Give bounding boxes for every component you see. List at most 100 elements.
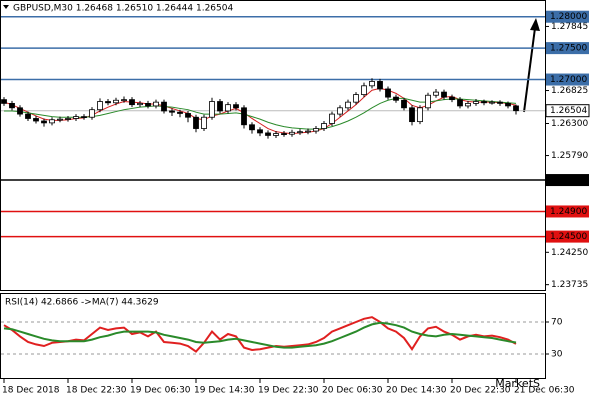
x-tick-label: 21 Dec 06:30 [514,386,575,396]
candle-body [377,81,383,90]
candle-body [289,131,295,135]
candle-body [25,113,31,119]
y-tick-label: 1.27845 [551,22,588,32]
candle-body [73,116,79,119]
candle-body [401,99,407,109]
level-label: 1.24900 [550,207,587,217]
candle-body [409,107,415,123]
candle-body [137,103,143,106]
candle-body [81,116,87,118]
candle-body [337,107,343,115]
last-price-box [545,104,590,118]
candle-body [57,118,63,121]
candle-body [225,104,231,112]
candle-body [17,107,23,115]
candle-body [153,101,159,107]
menu-icon [3,5,9,9]
y-tick-label: 1.26300 [551,119,588,129]
arrow [523,27,536,113]
candle-body [441,91,447,98]
candle-body [129,99,135,106]
candle-body [89,109,95,118]
candle-body [265,132,271,136]
candle-body [217,101,223,112]
candle-body [417,107,423,123]
main-panel [0,0,546,291]
candle-body [449,96,455,101]
x-tick-label: 20 Dec 06:30 [322,386,383,396]
candle-body [457,99,463,107]
x-tick-label: 19 Dec 06:30 [130,386,191,396]
level-label-box [546,42,589,55]
y-tick-label: 70 [551,318,563,328]
line [3,316,517,353]
level-label: 1.27500 [550,44,587,54]
level-label-box [546,174,589,187]
x-tick-label: 18 Dec 2018 [2,386,60,396]
candle-body [113,99,119,104]
level-label-box [546,73,589,86]
level-label-box [546,205,589,218]
x-tick-label: 19 Dec 22:30 [258,386,319,396]
chart-title: GBPUSD,M30 1.26468 1.26510 1.26444 1.265… [13,4,233,14]
candle-body [121,99,127,102]
candle-body [329,113,335,124]
candle-body [361,85,367,96]
x-tick-label: 19 Dec 14:30 [194,386,255,396]
y-tick-label: 1.23735 [551,280,588,290]
candle-body [1,99,7,104]
last-price-label: 1.26504 [550,106,587,116]
x-tick-label: 18 Dec 22:30 [66,386,127,396]
candle-body [353,94,359,103]
candle-body [481,101,487,104]
candle-body [513,105,519,112]
x-tick-label: 20 Dec 14:30 [386,386,447,396]
candle-body [201,116,207,129]
rsi-title: RSI(14) 42.6866 ->MA(7) 44.3629 [5,298,159,308]
candle-body [209,101,215,118]
level-label-box [546,230,589,243]
candle-body [41,120,47,124]
line [4,97,517,130]
level-label: 1.25400 [550,176,587,186]
candle-body [297,131,303,134]
candle-body [49,119,55,124]
candle-body [425,94,431,109]
level-label-box [546,10,589,23]
candle-body [145,103,151,107]
candle-body [33,118,39,122]
candle-body [193,116,199,129]
candle-body [185,113,191,118]
level-label: 1.28000 [550,12,587,22]
y-tick-label: 1.26825 [551,86,588,96]
candle-body [249,124,255,131]
candle-body [241,107,247,126]
candle-body [161,101,167,112]
candle-body [313,128,319,132]
y-tick-label: 1.25790 [551,151,588,161]
candle-body [489,101,495,104]
candle-body [473,101,479,104]
candle-body [505,103,511,107]
x-tick-label: 20 Dec 22:30 [450,386,511,396]
candle-body [385,88,391,98]
candle-body [177,111,183,114]
line [3,321,517,349]
candle-body [233,104,239,109]
candle-body [393,96,399,101]
candle-body [105,101,111,104]
candle-body [369,81,375,87]
candle-body [281,133,287,135]
candle-body [433,91,439,96]
candle-body [321,123,327,129]
candle-body [169,110,175,113]
candle-body [465,103,471,107]
candle-body [257,129,263,134]
arrow-head [530,18,540,31]
candle-body [345,101,351,109]
candle-body [97,101,103,111]
y-tick-label: 30 [551,350,563,360]
candle-body [497,101,503,104]
candle-body [9,103,15,109]
